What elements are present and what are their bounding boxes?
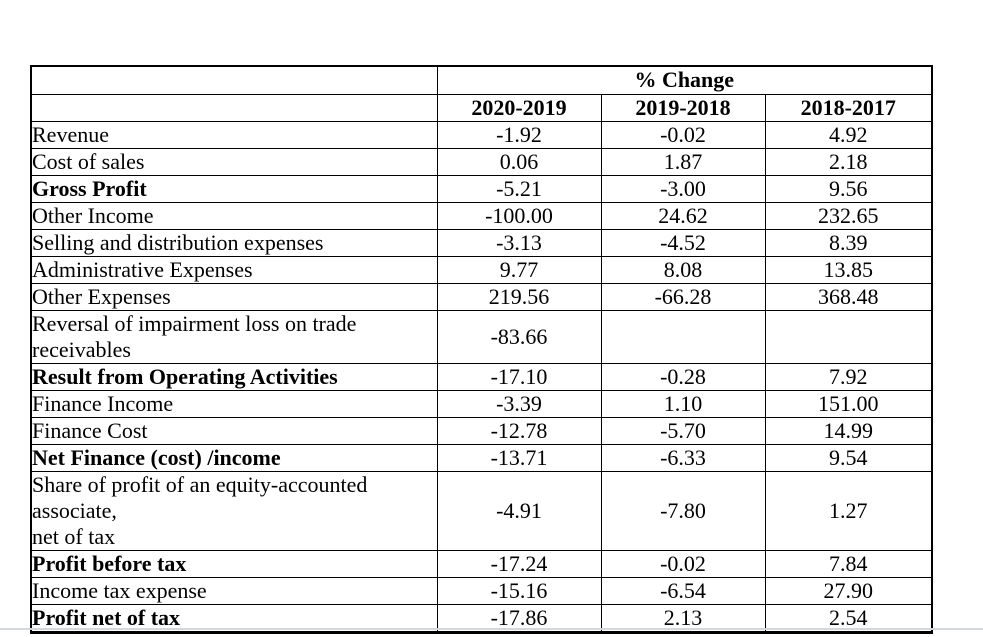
table-row-reversal-impairment: Reversal of impairment loss on trade rec… [30, 309, 933, 364]
cell-value: 7.84 [764, 549, 933, 578]
cell-value: -5.70 [600, 416, 766, 445]
row-label: Share of profit of an equity-accounted a… [30, 470, 438, 551]
row-label: Income tax expense [30, 576, 438, 605]
table-row-profit-before-tax: Profit before tax -17.24 -0.02 7.84 [30, 549, 933, 578]
cell-value: -12.78 [436, 416, 602, 445]
cell-value: -3.13 [436, 228, 602, 257]
table-row-cost-of-sales: Cost of sales 0.06 1.87 2.18 [30, 147, 933, 176]
cell-value: 219.56 [436, 282, 602, 311]
cell-value: 2.54 [764, 603, 933, 633]
cell-value: 1.27 [764, 470, 933, 551]
cell-value: 7.92 [764, 362, 933, 391]
cell-value: -6.33 [600, 443, 766, 472]
cell-value: 14.99 [764, 416, 933, 445]
cell-value: -0.02 [600, 120, 766, 149]
percent-change-table: % Change 2020-2019 2019-2018 2018-2017 R… [30, 65, 934, 634]
cell-value: -3.00 [600, 174, 766, 203]
cell-value: 9.54 [764, 443, 933, 472]
table-row-profit-net-of-tax: Profit net of tax -17.86 2.13 2.54 [30, 603, 933, 633]
header-empty-cell [30, 65, 438, 95]
row-label: Cost of sales [30, 147, 438, 176]
cell-value: 8.08 [600, 255, 766, 284]
cell-value: -5.21 [436, 174, 602, 203]
row-label: Profit net of tax [30, 603, 438, 633]
cell-value: 24.62 [600, 201, 766, 230]
cell-value: -83.66 [436, 309, 602, 364]
row-label: Finance Cost [30, 416, 438, 445]
cell-value: 1.87 [600, 147, 766, 176]
row-label: Result from Operating Activities [30, 362, 438, 391]
cell-value: -66.28 [600, 282, 766, 311]
row-label: Selling and distribution expenses [30, 228, 438, 257]
row-label: Gross Profit [30, 174, 438, 203]
cell-value: 232.65 [764, 201, 933, 230]
cell-value: -0.02 [600, 549, 766, 578]
cell-value: 4.92 [764, 120, 933, 149]
cell-value: -17.10 [436, 362, 602, 391]
cell-value: 151.00 [764, 389, 933, 418]
row-label: Other Expenses [30, 282, 438, 311]
table-row-revenue: Revenue -1.92 -0.02 4.92 [30, 120, 933, 149]
table-row-finance-income: Finance Income -3.39 1.10 151.00 [30, 389, 933, 418]
cell-value: 2.13 [600, 603, 766, 633]
row-label-line2: net of tax [32, 523, 116, 549]
header-col-2020-2019: 2020-2019 [436, 93, 602, 122]
header-col-2018-2017: 2018-2017 [764, 93, 933, 122]
cell-value-empty [600, 309, 766, 364]
row-label: Other Income [30, 201, 438, 230]
row-label: Administrative Expenses [30, 255, 438, 284]
cell-value: 1.10 [600, 389, 766, 418]
row-label: Reversal of impairment loss on trade rec… [30, 309, 438, 364]
cell-value: -4.52 [600, 228, 766, 257]
header-col-2019-2018: 2019-2018 [600, 93, 766, 122]
cell-value: 8.39 [764, 228, 933, 257]
cell-value: -100.00 [436, 201, 602, 230]
cell-value: -7.80 [600, 470, 766, 551]
cell-value: 9.56 [764, 174, 933, 203]
cell-value: -17.86 [436, 603, 602, 633]
cell-value: 2.18 [764, 147, 933, 176]
row-label: Net Finance (cost) /income [30, 443, 438, 472]
table-row-other-expenses: Other Expenses 219.56 -66.28 368.48 [30, 282, 933, 311]
table-row-share-of-profit-associate: Share of profit of an equity-accounted a… [30, 470, 933, 551]
row-label: Finance Income [30, 389, 438, 418]
cell-value: 27.90 [764, 576, 933, 605]
row-label-line1: Share of profit of an equity-accounted a… [32, 471, 368, 523]
cell-value: -1.92 [436, 120, 602, 149]
table-row-finance-cost: Finance Cost -12.78 -5.70 14.99 [30, 416, 933, 445]
header-group-row: % Change [30, 65, 933, 95]
table-row-other-income: Other Income -100.00 24.62 232.65 [30, 201, 933, 230]
cell-value: 368.48 [764, 282, 933, 311]
page-bottom-rule [0, 628, 983, 630]
header-empty-cell [30, 93, 438, 122]
cell-value: 9.77 [436, 255, 602, 284]
header-group-label: % Change [436, 65, 933, 95]
cell-value-empty [764, 309, 933, 364]
cell-value: -3.39 [436, 389, 602, 418]
cell-value: -17.24 [436, 549, 602, 578]
row-label: Revenue [30, 120, 438, 149]
row-label: Profit before tax [30, 549, 438, 578]
table-row-net-finance: Net Finance (cost) /income -13.71 -6.33 … [30, 443, 933, 472]
table-row-income-tax-expense: Income tax expense -15.16 -6.54 27.90 [30, 576, 933, 605]
cell-value: -0.28 [600, 362, 766, 391]
cell-value: -4.91 [436, 470, 602, 551]
cell-value: -15.16 [436, 576, 602, 605]
header-years-row: 2020-2019 2019-2018 2018-2017 [30, 93, 933, 122]
table-row-result-operating-activities: Result from Operating Activities -17.10 … [30, 362, 933, 391]
table-row-gross-profit: Gross Profit -5.21 -3.00 9.56 [30, 174, 933, 203]
cell-value: 0.06 [436, 147, 602, 176]
table-row-selling-distribution-expenses: Selling and distribution expenses -3.13 … [30, 228, 933, 257]
cell-value: 13.85 [764, 255, 933, 284]
cell-value: -6.54 [600, 576, 766, 605]
table-row-administrative-expenses: Administrative Expenses 9.77 8.08 13.85 [30, 255, 933, 284]
cell-value: -13.71 [436, 443, 602, 472]
